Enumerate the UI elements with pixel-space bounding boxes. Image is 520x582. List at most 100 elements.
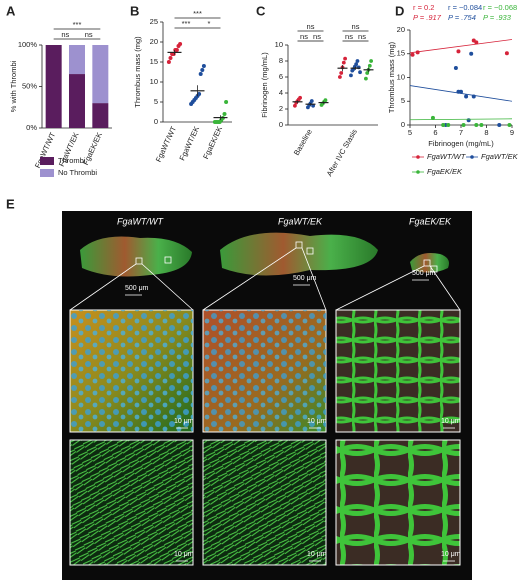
legend-label: FgaWT/EK xyxy=(481,152,519,161)
data-point xyxy=(323,98,328,103)
y-tick-label: 0 xyxy=(154,117,158,126)
data-point xyxy=(341,60,346,65)
data-point xyxy=(354,62,359,67)
fit-line xyxy=(409,118,513,121)
y-tick-label: 15 xyxy=(397,49,405,58)
data-point xyxy=(201,64,206,68)
data-point xyxy=(459,89,463,94)
scale-label: 500 μm xyxy=(125,285,149,292)
data-point xyxy=(197,92,202,96)
data-point xyxy=(456,49,461,54)
column-title: FgaEK/EK xyxy=(409,216,452,226)
micrograph-cells xyxy=(203,310,326,432)
data-point xyxy=(224,100,229,104)
data-point xyxy=(293,103,297,108)
panel-e: E FgaWT/WT FgaWT/EK FgaEK/EK 500 μm 500 … xyxy=(6,196,472,580)
data-point xyxy=(430,115,435,120)
legend-label: FgaWT/WT xyxy=(427,152,467,161)
data-point xyxy=(464,94,469,99)
data-point xyxy=(367,63,372,68)
legend-swatch xyxy=(40,169,54,177)
thumbnail xyxy=(220,232,378,276)
x-tick-label: 7 xyxy=(459,128,463,137)
data-point xyxy=(461,123,466,127)
panel-label: E xyxy=(6,196,15,211)
data-point xyxy=(469,51,474,56)
bar-segment xyxy=(69,45,85,75)
y-tick-label: 0% xyxy=(26,123,37,132)
data-point xyxy=(349,73,353,78)
y-tick-label: 10 xyxy=(150,77,158,86)
data-point xyxy=(364,76,368,81)
annotation: * xyxy=(208,19,211,28)
x-tick-label: FgaEK/EK xyxy=(201,125,224,161)
data-point xyxy=(415,50,420,55)
bar-segment xyxy=(45,45,62,128)
x-tick-label: After IVC Stasis xyxy=(325,127,359,178)
legend-swatch xyxy=(40,157,54,165)
annotation: ns xyxy=(345,32,353,41)
micrograph xyxy=(335,309,461,433)
data-point xyxy=(338,75,342,79)
data-point xyxy=(222,112,227,116)
bar-segment xyxy=(92,103,109,128)
micrograph xyxy=(335,439,461,566)
micrograph xyxy=(202,439,327,566)
y-tick-label: 15 xyxy=(150,57,158,66)
data-point xyxy=(298,95,302,100)
data-point xyxy=(471,94,476,99)
y-tick-label: 25 xyxy=(150,17,158,26)
data-point xyxy=(507,123,512,127)
stat-p: P = .754 xyxy=(448,13,476,22)
column-title: FgaWT/WT xyxy=(117,216,164,226)
thumbnail xyxy=(80,236,192,277)
y-tick-label: 0 xyxy=(279,120,283,129)
legend-marker xyxy=(416,170,420,174)
x-tick-label: 5 xyxy=(408,128,412,137)
data-point xyxy=(174,48,179,52)
scale-label: 10 μm xyxy=(441,551,461,558)
data-point xyxy=(479,123,484,127)
x-tick-label: 6 xyxy=(433,128,437,137)
x-tick-label: FgaWT/EK xyxy=(177,125,201,162)
legend-label: FgaEK/EK xyxy=(427,167,463,176)
y-axis-label: % with Thrombi xyxy=(9,60,18,112)
x-tick-label: 8 xyxy=(484,128,488,137)
scale-bars xyxy=(125,279,455,562)
annotation: ns xyxy=(61,30,69,39)
y-tick-label: 0 xyxy=(401,120,405,129)
y-tick-label: 20 xyxy=(150,37,158,46)
scale-label: 10 μm xyxy=(174,418,194,425)
micrograph xyxy=(69,439,194,566)
annotation: ns xyxy=(313,32,321,41)
y-tick-label: 10 xyxy=(275,40,283,49)
annotation: ns xyxy=(85,30,93,39)
data-point xyxy=(504,51,509,56)
y-tick-label: 5 xyxy=(154,97,158,106)
data-point xyxy=(410,52,415,57)
y-tick-label: 10 xyxy=(397,72,405,81)
annotation: ns xyxy=(352,22,360,31)
annotation: ns xyxy=(300,32,308,41)
roi-boxes xyxy=(69,241,461,311)
stat-p: P = .933 xyxy=(483,13,512,22)
panel-label: D xyxy=(395,3,404,18)
panel-label: C xyxy=(256,3,266,18)
annotation: *** xyxy=(73,20,82,29)
data-point xyxy=(168,56,173,60)
x-tick-label: 9 xyxy=(510,128,514,137)
legend-label: No Thrombi xyxy=(58,168,97,177)
y-tick-label: 20 xyxy=(397,25,405,34)
scale-label: 500 μm xyxy=(412,270,436,277)
data-point xyxy=(311,103,315,108)
y-tick-label: 6 xyxy=(279,72,283,81)
scale-label: 10 μm xyxy=(441,418,461,425)
annotation: ns xyxy=(358,32,366,41)
x-axis-label: Fibrinogen (mg/mL) xyxy=(428,139,494,148)
legend-marker xyxy=(470,155,474,159)
column-title: FgaWT/EK xyxy=(278,216,323,226)
stat-r: r = −0.068 xyxy=(483,3,517,12)
data-point xyxy=(166,60,171,64)
